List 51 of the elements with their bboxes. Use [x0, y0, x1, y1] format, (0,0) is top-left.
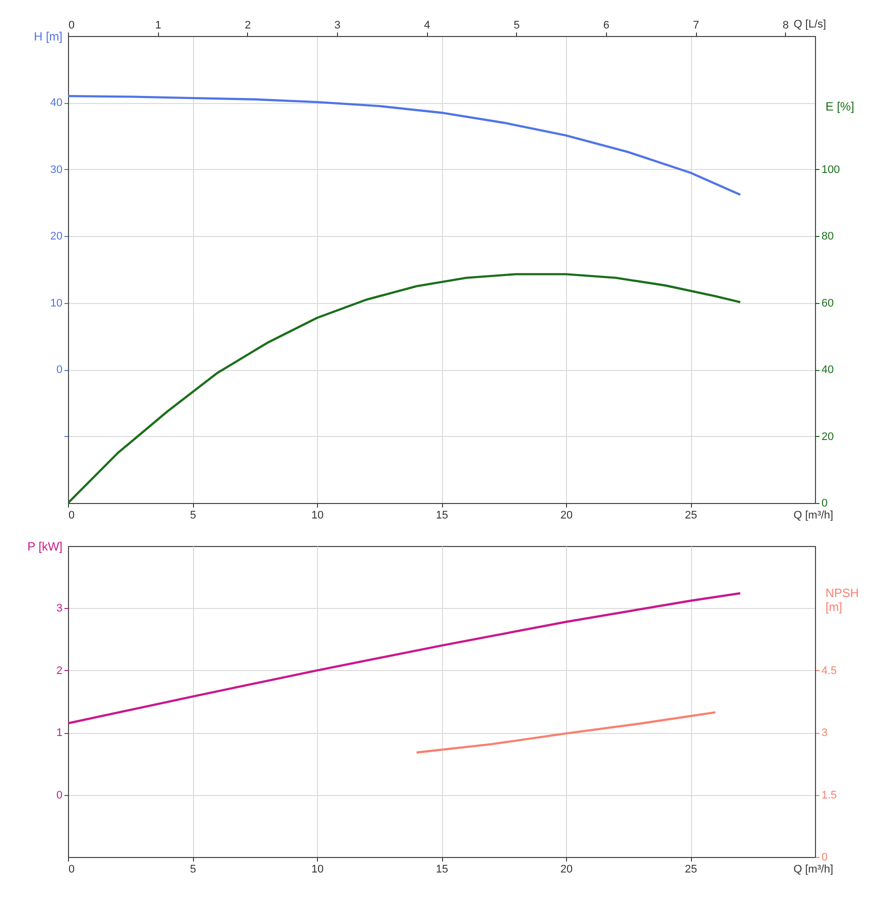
y-tick-label: 40: [50, 97, 62, 110]
y-axis-title: H [m]: [34, 30, 62, 44]
x2-tick-label: 7: [692, 20, 700, 32]
x2-tick-label: 3: [334, 20, 340, 32]
y-tick-label: 0: [56, 789, 62, 802]
y2-tick-label: 40: [822, 364, 834, 376]
y-tick-label: 10: [50, 297, 62, 310]
x-tick-label: 10: [311, 510, 324, 522]
x2-tick-label: 5: [514, 20, 520, 32]
y2-tick-label: 100: [822, 164, 840, 176]
line-series: [416, 711, 716, 754]
y2-axis-title: NPSH [m]: [826, 586, 859, 614]
y-axis-title: P [kW]: [27, 540, 62, 554]
line-series: [68, 273, 742, 503]
y-tick-label: 20: [50, 230, 62, 243]
x2-tick-label: 8: [782, 20, 789, 32]
x-tick-label: 15: [436, 510, 448, 522]
y2-axis-title: E [%]: [826, 100, 854, 114]
x-axis-title: Q [m³/h]: [794, 510, 834, 522]
x-tick-label: 25: [684, 510, 698, 522]
y2-tick-label: 4.5: [822, 664, 837, 677]
line-series: [68, 592, 742, 724]
x2-axis-title: Q [L/s]: [794, 18, 826, 30]
line-series: [68, 94, 742, 196]
x-tick-label: 20: [560, 864, 573, 876]
y2-tick-label: 1.5: [822, 789, 837, 802]
x2-tick-label: 2: [244, 20, 251, 32]
x-axis-title: Q [m³/h]: [794, 864, 834, 876]
x-tick-label: 5: [190, 510, 196, 522]
x2-tick-label: 1: [155, 20, 162, 32]
x-tick-label: 0: [68, 510, 75, 522]
y-tick-label: 2: [56, 664, 62, 677]
y-tick-label: 30: [50, 164, 62, 176]
y2-tick-label: 80: [822, 230, 834, 243]
y2-tick-label: 3: [822, 727, 828, 740]
x-tick-label: 5: [190, 864, 196, 876]
x2-tick-label: 4: [424, 20, 430, 32]
y2-tick-label: 20: [822, 430, 834, 443]
y2-tick-label: 60: [822, 297, 834, 310]
x2-tick-label: 0: [68, 20, 75, 32]
y2-tick-label: 0: [822, 498, 828, 510]
x-tick-label: 15: [436, 864, 448, 876]
x-tick-label: 25: [684, 864, 698, 876]
y-tick-label: 1: [56, 727, 62, 740]
y-tick-label: 3: [56, 602, 62, 615]
x2-tick-label: 6: [603, 20, 610, 32]
y-tick-label: 0: [56, 364, 62, 376]
x-tick-label: 20: [560, 510, 573, 522]
y2-tick-label: 0: [822, 852, 828, 864]
x-tick-label: 10: [311, 864, 324, 876]
x-tick-label: 0: [68, 864, 75, 876]
